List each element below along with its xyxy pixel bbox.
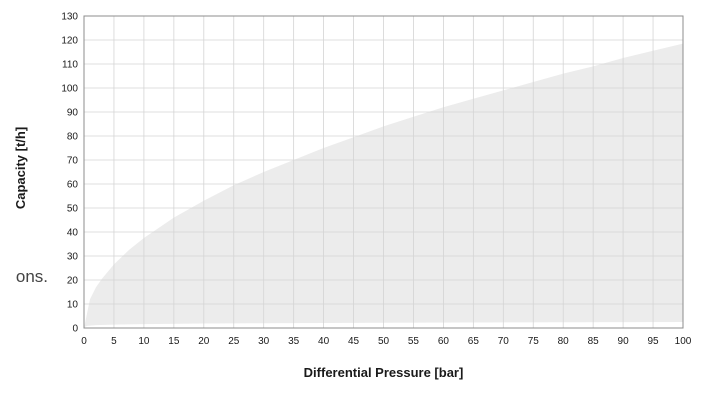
grid-lines xyxy=(84,16,683,328)
x-tick-label: 10 xyxy=(138,336,150,347)
x-tick-label: 60 xyxy=(438,336,450,347)
y-tick-label: 90 xyxy=(67,108,79,119)
x-tick-label: 80 xyxy=(558,336,570,347)
x-tick-label: 90 xyxy=(618,336,630,347)
x-tick-label: 95 xyxy=(647,336,659,347)
x-tick-label: 70 xyxy=(498,336,510,347)
x-tick-label: 75 xyxy=(528,336,540,347)
x-tick-label: 65 xyxy=(468,336,480,347)
x-tick-label: 20 xyxy=(198,336,210,347)
y-tick-label: 20 xyxy=(67,276,79,287)
x-tick-label: 40 xyxy=(318,336,330,347)
plot-frame xyxy=(83,15,684,329)
x-tick-label: 15 xyxy=(168,336,180,347)
y-tick-label: 130 xyxy=(61,12,78,23)
y-tick-label: 110 xyxy=(62,60,78,71)
x-tick-label: 100 xyxy=(675,336,692,347)
y-tick-label: 100 xyxy=(61,84,78,95)
y-tick-label: 0 xyxy=(72,324,78,335)
x-tick-label: 55 xyxy=(408,336,420,347)
y-tick-label: 60 xyxy=(67,180,79,191)
y-tick-label: 40 xyxy=(67,228,79,239)
x-tick-label: 25 xyxy=(228,336,240,347)
y-tick-label: 120 xyxy=(61,36,78,47)
x-tick-label: 30 xyxy=(258,336,270,347)
y-tick-label: 50 xyxy=(67,204,79,215)
y-axis-title: Capacity [t/h] xyxy=(13,127,28,209)
x-axis-title: Differential Pressure [bar] xyxy=(304,365,464,380)
x-tick-labels: 0 5 10 15 20 25 30 35 40 45 50 55 60 65 70 75 80 85 90 95 10… xyxy=(81,336,692,347)
x-tick-label: 85 xyxy=(588,336,600,347)
y-tick-label: 80 xyxy=(67,132,79,143)
x-tick-label: 0 xyxy=(81,336,87,347)
x-tick-label: 5 xyxy=(111,336,117,347)
x-tick-label: 50 xyxy=(378,336,390,347)
background-text-fragment: ons. xyxy=(15,267,48,286)
y-tick-label: 10 xyxy=(67,300,79,311)
x-tick-label: 45 xyxy=(348,336,360,347)
y-tick-labels: 0 10 20 30 40 50 60 70 80 90 100 110 120 130 xyxy=(61,12,78,335)
y-tick-label: 70 xyxy=(67,156,79,167)
y-tick-label: 30 xyxy=(67,252,79,263)
x-tick-label: 35 xyxy=(288,336,300,347)
